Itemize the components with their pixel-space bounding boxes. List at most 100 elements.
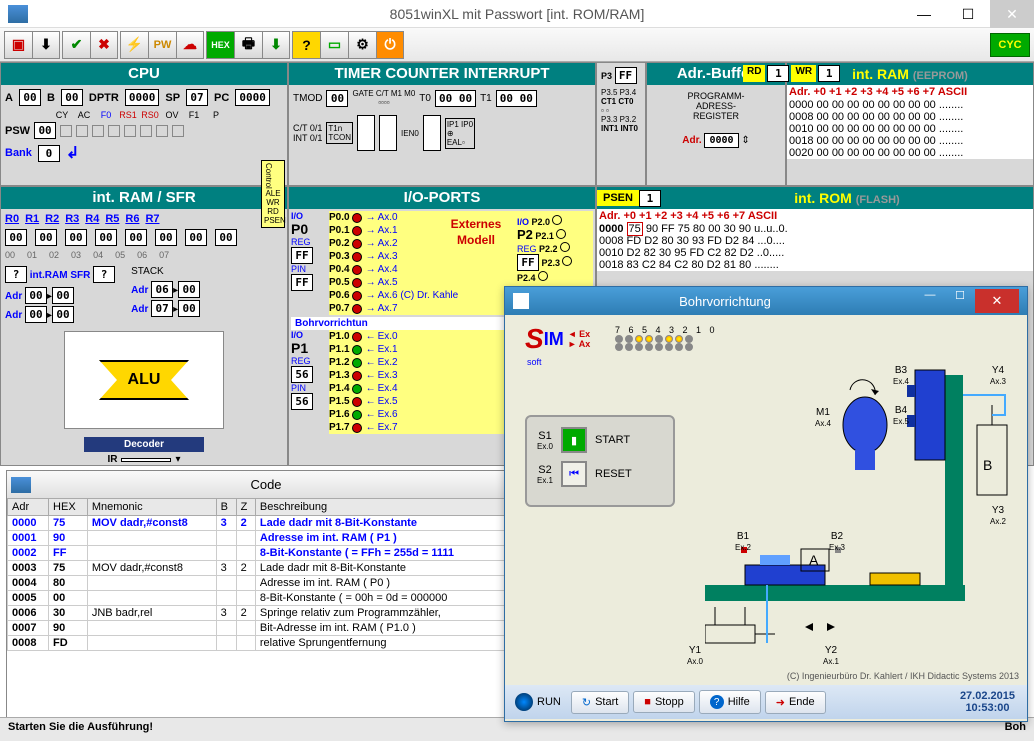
r2-link[interactable]: R2 [45,213,59,225]
bank-val[interactable]: 0 [38,145,60,162]
reg-sp-label: SP [165,92,180,104]
t0-val[interactable]: 00 00 [435,90,476,107]
flag-p[interactable] [172,125,184,137]
code-icon [11,477,31,493]
bolt-button[interactable]: ⚡ [120,31,148,59]
reg-a-label: A [5,92,13,104]
reg-b-val[interactable]: 00 [61,89,83,106]
print-button[interactable]: 🖶 [234,31,262,59]
r1-link[interactable]: R1 [25,213,39,225]
adr-spinner[interactable]: ⇕ [741,135,749,146]
rom-row[interactable]: 0018 83 C2 84 C2 80 D2 81 80 ........ [597,259,1033,271]
flag-rs0[interactable] [124,125,136,137]
down-button[interactable]: ⬇ [32,31,60,59]
rom-row[interactable]: 0008 FD D2 80 30 93 FD D2 84 ...0.... [597,235,1033,247]
reg-dptr-label: DPTR [89,92,119,104]
flag-ac[interactable] [76,125,88,137]
reg-pc-val[interactable]: 0000 [235,89,270,106]
control-panel: S1Ex.0 ▮ START S2Ex.1 ⏮ RESET [525,415,675,507]
bohr-hilfe-button[interactable]: ?Hilfe [699,690,761,714]
pw-button[interactable]: PW [148,31,176,59]
alu-box: ALU [99,360,189,400]
copyright-text: (C) Ingenieurbüro Dr. Kahlert / IKH Dida… [787,671,1019,681]
bohr-close-button[interactable]: ✕ [975,289,1019,313]
code-row[interactable]: 0002FF8-Bit-Konstante ( = FFh = 255d = 1… [8,546,505,561]
open-button[interactable]: ▣ [4,31,32,59]
bohr-max-button[interactable]: ☐ [945,289,975,313]
help-button[interactable]: ? [292,31,320,59]
down2-button[interactable]: ⬇ [262,31,290,59]
bohr-min-button[interactable]: — [915,289,945,313]
ram-row[interactable]: 0018 00 00 00 00 00 00 00 00 ........ [787,135,1033,147]
bank-arrow-icon: ↲ [66,143,79,163]
code-row[interactable]: 000790Bit-Adresse im int. RAM ( P1.0 ) [8,621,505,636]
rom-header: int. ROM (FLASH) [661,187,1033,209]
reg-b-label: B [47,92,55,104]
chip-1 [357,115,375,151]
ram-row[interactable]: 0000 00 00 00 00 00 00 00 00 ........ [787,99,1033,111]
code-row[interactable]: 000375MOV dadr,#const832Lade dadr mit 8-… [8,561,505,576]
flag-cy[interactable] [60,125,72,137]
tmod-val[interactable]: 00 [326,90,348,107]
r7-link[interactable]: R7 [145,213,159,225]
r4-link[interactable]: R4 [85,213,99,225]
bohr-start-button[interactable]: ↻Start [571,691,629,714]
flag-rs1[interactable] [108,125,120,137]
psw-val[interactable]: 00 [34,122,56,139]
code-row[interactable]: 000190Adresse im int. RAM ( P1 ) [8,531,505,546]
cross-button[interactable]: ✖ [90,31,118,59]
bank-label: Bank [5,147,32,159]
r0-link[interactable]: R0 [5,213,19,225]
code-row[interactable]: 000630JNB badr,rel32Springe relativ zum … [8,606,505,621]
chip-3 [423,115,441,151]
code-row[interactable]: 000480Adresse im int. RAM ( P0 ) [8,576,505,591]
intram-label: int.RAM SFR [30,270,91,281]
code-row[interactable]: 0005008-Bit-Konstante ( = 00h = 0d = 000… [8,591,505,606]
reset-label: RESET [595,468,632,480]
p3-panel: P3 FF P3.5 P3.4CT1 CT0▫ ▫P3.3 P3.2INT1 I… [596,62,646,186]
ir-dropdown-icon[interactable]: ▾ [175,454,180,465]
ir-val[interactable] [121,458,171,462]
close-button[interactable]: ✕ [990,0,1034,28]
bohr-toolbar: RUN ↻Start ■Stopp ?Hilfe ➜Ende 27.02.201… [505,685,1027,719]
io-header: I/O-PORTS [289,187,595,209]
adr-value[interactable]: 0000 [704,133,738,148]
ram-row[interactable]: 0008 00 00 00 00 00 00 00 00 ........ [787,111,1033,123]
flag-ov[interactable] [140,125,152,137]
r6-link[interactable]: R6 [125,213,139,225]
adr-reg-label: PROGRAMM- ADRESS- REGISTER [653,91,779,121]
flag-f1[interactable] [156,125,168,137]
reset-button-sq[interactable]: ⏮ [561,461,587,487]
code-row[interactable]: 0008FDrelative Sprungentfernung [8,636,505,651]
rom-row[interactable]: 0010 D2 82 30 95 FD C2 82 D2 ..0..... [597,247,1033,259]
t1-val[interactable]: 00 00 [496,90,537,107]
bohr-ende-button[interactable]: ➜Ende [765,691,826,714]
cyc-button[interactable]: CYC [990,33,1030,57]
ram-row[interactable]: 0010 00 00 00 00 00 00 00 00 ........ [787,123,1033,135]
power-button[interactable]: ⏻ [376,31,404,59]
r5-link[interactable]: R5 [105,213,119,225]
r3-link[interactable]: R3 [65,213,79,225]
flag-f0[interactable] [92,125,104,137]
start-button-sq[interactable]: ▮ [561,427,587,453]
reg-sp-val[interactable]: 07 [186,89,208,106]
maximize-button[interactable]: ☐ [946,0,990,28]
minimize-button[interactable]: — [902,0,946,28]
screen-button[interactable]: ▭ [320,31,348,59]
bohr-app-icon [513,293,529,309]
code-window: Code Adr HEX Mnemonic B Z Beschreibung 0… [6,470,506,720]
bohr-title: Bohrvorrichtung [535,294,915,309]
code-row[interactable]: 000075MOV dadr,#const832Lade dadr mit 8-… [8,516,505,531]
reg-dptr-val[interactable]: 0000 [125,89,160,106]
reg-a-val[interactable]: 00 [19,89,41,106]
hex-button[interactable]: HEX [206,31,234,59]
check-button[interactable]: ✔ [62,31,90,59]
bohr-stopp-button[interactable]: ■Stopp [633,691,694,713]
cloud-button[interactable]: ☁ [176,31,204,59]
bohr-window: Bohrvorrichtung — ☐ ✕ SIM ◄ Ex ► Ax soft… [504,286,1028,722]
gear-button[interactable]: ⚙ [348,31,376,59]
ram-row[interactable]: 0020 00 00 00 00 00 00 00 00 ........ [787,147,1033,159]
bohr-titlebar[interactable]: Bohrvorrichtung — ☐ ✕ [505,287,1027,315]
run-indicator-icon [515,693,533,711]
rom-row[interactable]: 0000 75 90 FF 75 80 00 30 90 u..u..0. [597,223,1033,235]
